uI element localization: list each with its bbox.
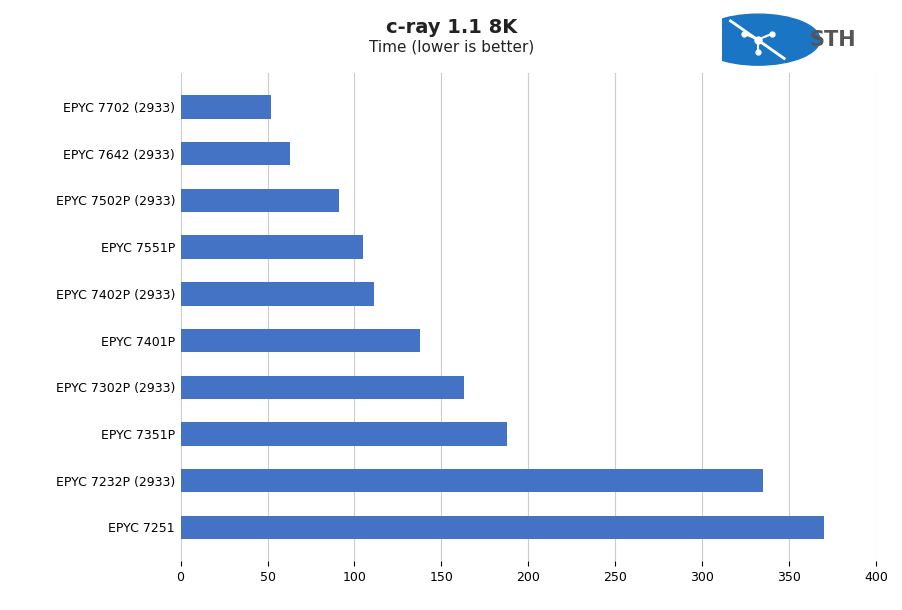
Text: c-ray 1.1 8K: c-ray 1.1 8K <box>385 18 517 37</box>
Bar <box>180 422 507 446</box>
Text: STH: STH <box>809 30 855 49</box>
Bar <box>180 376 464 399</box>
Bar <box>180 95 271 119</box>
Bar <box>180 282 373 306</box>
Circle shape <box>695 14 819 65</box>
Bar <box>180 188 338 212</box>
Bar <box>180 142 290 165</box>
Bar <box>180 469 762 492</box>
Text: Time (lower is better): Time (lower is better) <box>368 40 534 55</box>
Bar <box>180 329 420 352</box>
Bar <box>180 515 823 539</box>
Bar <box>180 235 363 259</box>
